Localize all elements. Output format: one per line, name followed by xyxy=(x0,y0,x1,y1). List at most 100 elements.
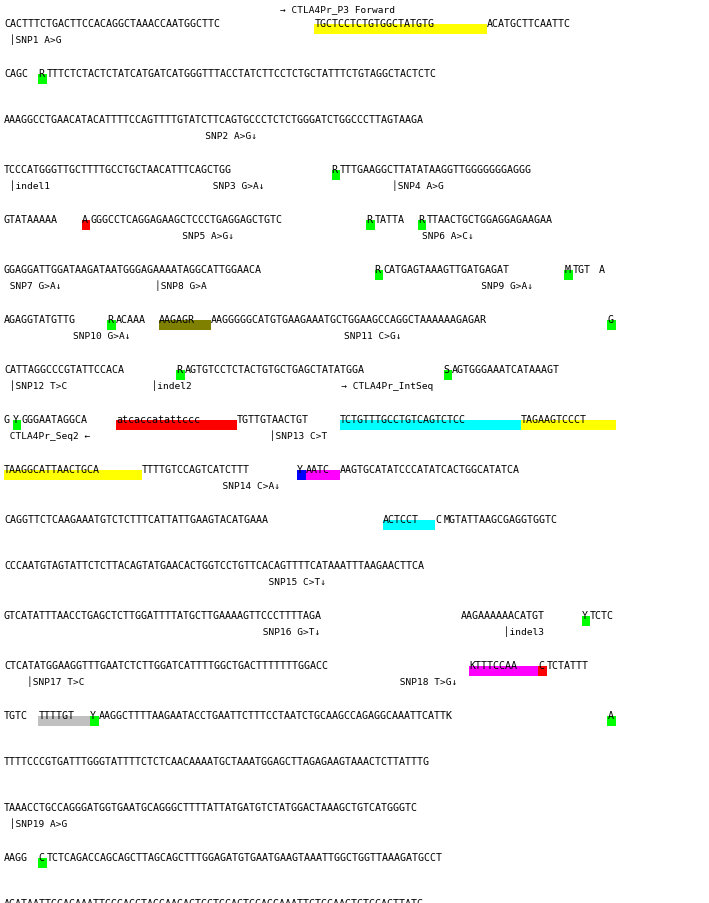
Text: AAGTGCATATCCCATATCACTGGCATATCA: AAGTGCATATCCCATATCACTGGCATATCA xyxy=(340,464,520,474)
Text: TGCTCCTCTGTGGCTATGTG: TGCTCCTCTGTGGCTATGTG xyxy=(314,19,435,29)
Text: A: A xyxy=(608,711,613,721)
Text: TCTGTTTGCCTGTCAGTCTCC: TCTGTTTGCCTGTCAGTCTCC xyxy=(340,414,467,424)
Text: SNP14 C>A↓: SNP14 C>A↓ xyxy=(4,481,280,490)
Text: R: R xyxy=(38,69,45,79)
Bar xyxy=(384,520,435,530)
Bar xyxy=(90,716,99,726)
Bar xyxy=(306,470,340,480)
Text: CTCATATGGAAGGTTTGAATCTCTTGGATCATTTTGGCTGACTTTTTTTGGACC: CTCATATGGAAGGTTTGAATCTCTTGGATCATTTTGGCTG… xyxy=(4,660,328,670)
Text: │SNP12 T>C: │SNP12 T>C xyxy=(4,380,67,391)
Text: KTTTCCAA: KTTTCCAA xyxy=(469,660,518,670)
Text: AGTGGGAAATCATAAAGT: AGTGGGAAATCATAAAGT xyxy=(452,365,560,375)
Text: TGTTGTAACTGT: TGTTGTAACTGT xyxy=(237,414,308,424)
Text: GGGAATAGGCA: GGGAATAGGCA xyxy=(21,414,87,424)
Text: │SNP19 A>G: │SNP19 A>G xyxy=(4,817,67,828)
Text: │SNP17 T>C: │SNP17 T>C xyxy=(4,675,84,686)
Bar xyxy=(82,220,90,230)
Text: R: R xyxy=(108,314,113,325)
Text: TATTA: TATTA xyxy=(374,215,405,225)
Text: TGTC: TGTC xyxy=(4,711,28,721)
Text: CACTTTCTGACTTCCACAGGCTAAACCAATGGCTTC: CACTTTCTGACTTCCACAGGCTAAACCAATGGCTTC xyxy=(4,19,220,29)
Text: G: G xyxy=(608,314,613,325)
Text: AGAGGTATGTTG: AGAGGTATGTTG xyxy=(4,314,76,325)
Text: R: R xyxy=(177,365,182,375)
Text: A: A xyxy=(599,265,605,275)
Bar xyxy=(332,171,340,181)
Bar xyxy=(297,470,306,480)
Text: AAGGGGGCATGTGAAGAAATGCTGGAAGCCAGGCTAAAAAAGAGAR: AAGGGGGCATGTGAAGAAATGCTGGAAGCCAGGCTAAAAA… xyxy=(211,314,487,325)
Bar xyxy=(521,420,616,431)
Text: SNP6 A>C↓: SNP6 A>C↓ xyxy=(330,232,474,241)
Text: atcaccatattccc: atcaccatattccc xyxy=(116,414,200,424)
Text: M: M xyxy=(564,265,570,275)
Bar xyxy=(159,321,211,330)
Bar xyxy=(581,616,590,626)
Text: TCTC: TCTC xyxy=(590,610,614,620)
Bar xyxy=(340,420,521,431)
Text: SNP5 A>G↓: SNP5 A>G↓ xyxy=(4,232,234,241)
Text: AAGGCTTTTAAGAATACCTGAATTCTTTCCTAATCTGCAAGCCAGAGGCAAATTCATTK: AAGGCTTTTAAGAATACCTGAATTCTTTCCTAATCTGCAA… xyxy=(99,711,453,721)
Bar xyxy=(366,220,374,230)
Text: GTCATATTTAACCTGAGCTCTTGGATTTTATGCTTGAAAAGTTCCCTTTTAGA: GTCATATTTAACCTGAGCTCTTGGATTTTATGCTTGAAAA… xyxy=(4,610,322,620)
Text: AAAGGCCTGAACATACATTTTCCAGTTTTGTATCTTCAGTGCCCTCTCTGGGATCTGGCCCTTAGTAAGA: AAAGGCCTGAACATACATTTTCCAGTTTTGTATCTTCAGT… xyxy=(4,115,424,125)
Text: │SNP13 C>T: │SNP13 C>T xyxy=(126,430,328,441)
Bar xyxy=(38,858,47,868)
Text: TCCCATGGGTTGCTTTTGCCTGCTAACATTTCAGCTGG: TCCCATGGGTTGCTTTTGCCTGCTAACATTTCAGCTGG xyxy=(4,165,232,175)
Bar xyxy=(177,370,185,380)
Text: TTTCTCTACTCTATCATGATCATGGGTTTACCTATCTTCCTCTGCTATTTCTGTAGGCTACTCTC: TTTCTCTACTCTATCATGATCATGGGTTTACCTATCTTCC… xyxy=(47,69,437,79)
Text: GGGCCTCAGGAGAAGCTCCCTGAGGAGCTGTC: GGGCCTCAGGAGAAGCTCCCTGAGGAGCTGTC xyxy=(90,215,282,225)
Text: SNP10 G>A↓: SNP10 G>A↓ xyxy=(4,331,130,340)
Text: TTAACTGCTGGAGGAGAAGAA: TTAACTGCTGGAGGAGAAGAA xyxy=(426,215,552,225)
Text: │SNP8 G>A: │SNP8 G>A xyxy=(86,280,206,291)
Text: A: A xyxy=(82,215,88,225)
Text: TTTTCCCGTGATTTGGGTATTTTCTCTCAACAAAATGCTAAATGGAGCTTAGAGAAGTAAACTCTTATTTG: TTTTCCCGTGATTTGGGTATTTTCTCTCAACAAAATGCTA… xyxy=(4,756,430,766)
Text: TAGAAGTCCCT: TAGAAGTCCCT xyxy=(521,414,587,424)
Text: Y: Y xyxy=(13,414,18,424)
Text: Y: Y xyxy=(581,610,588,620)
Text: SNP15 C>T↓: SNP15 C>T↓ xyxy=(4,577,326,586)
Text: AAGAAAAAACATGT: AAGAAAAAACATGT xyxy=(461,610,545,620)
Bar xyxy=(564,271,573,281)
Text: C: C xyxy=(538,660,545,670)
Text: TTTTGT: TTTTGT xyxy=(38,711,74,721)
Text: GTATAAAAA: GTATAAAAA xyxy=(4,215,58,225)
Text: │SNP4 A>G: │SNP4 A>G xyxy=(346,180,444,191)
Bar xyxy=(418,220,426,230)
Text: TCTCAGACCAGCAGCTTAGCAGCTTTGGAGATGTGAATGAAGTAAATTGGCTGGTTAAAGATGCCT: TCTCAGACCAGCAGCTTAGCAGCTTTGGAGATGTGAATGA… xyxy=(47,852,443,862)
Text: G: G xyxy=(4,414,10,424)
Text: TTTGAAGGCTTATATAAGGTTGGGGGGGAGGG: TTTGAAGGCTTATATAAGGTTGGGGGGGAGGG xyxy=(340,165,532,175)
Text: TAAGGCATTAACTGCA: TAAGGCATTAACTGCA xyxy=(4,464,100,474)
Text: AAGG: AAGG xyxy=(4,852,28,862)
Text: MGTATTAAGCGAGGTGGTC: MGTATTAAGCGAGGTGGTC xyxy=(444,515,557,525)
Bar xyxy=(444,370,452,380)
Text: │indel3: │indel3 xyxy=(452,626,545,637)
Text: CATGAGTAAAGTTGATGAGAT: CATGAGTAAAGTTGATGAGAT xyxy=(384,265,509,275)
Text: SNP3 G>A↓: SNP3 G>A↓ xyxy=(69,182,264,191)
Text: AAGAGR: AAGAGR xyxy=(159,314,195,325)
Bar xyxy=(4,470,142,480)
Text: C: C xyxy=(38,852,45,862)
Text: │SNP1 A>G: │SNP1 A>G xyxy=(4,34,62,45)
Bar xyxy=(38,75,47,85)
Text: R: R xyxy=(332,165,337,175)
Text: CCCAATGTAGTATTCTCTTACAGTATGAACACTGGTCCTGTTCACAGTTTTCATAAATTTAAGAACTTCA: CCCAATGTAGTATTCTCTTACAGTATGAACACTGGTCCTG… xyxy=(4,561,424,571)
Text: SNP16 G>T↓: SNP16 G>T↓ xyxy=(4,628,320,637)
Text: ACAAA: ACAAA xyxy=(116,314,146,325)
Text: CAGGTTCTCAAGAAATGTCTCTTTCATTATTGAAGTACATGAAA: CAGGTTCTCAAGAAATGTCTCTTTCATTATTGAAGTACAT… xyxy=(4,515,268,525)
Text: ACTCCT: ACTCCT xyxy=(384,515,419,525)
Text: TAAACCTGCCAGGGATGGTGAATGCAGGGCTTTTATTATGATGTCTATGGACTAAAGCTGTCATGGGTC: TAAACCTGCCAGGGATGGTGAATGCAGGGCTTTTATTATG… xyxy=(4,802,418,812)
Text: TTTTGTCCAGTCATCTTT: TTTTGTCCAGTCATCTTT xyxy=(142,464,250,474)
Text: │indel2: │indel2 xyxy=(94,380,191,391)
Text: TCTATTT: TCTATTT xyxy=(547,660,589,670)
Text: C: C xyxy=(435,515,441,525)
Bar xyxy=(469,666,538,676)
Text: SNP11 C>G↓: SNP11 C>G↓ xyxy=(184,331,402,340)
Text: CTLA4Pr_Seq2 ←: CTLA4Pr_Seq2 ← xyxy=(4,432,90,441)
Text: → CTLA4Pr_P3 Forward: → CTLA4Pr_P3 Forward xyxy=(4,5,395,14)
Text: SNP2 A>G↓: SNP2 A>G↓ xyxy=(4,132,257,141)
Text: SNP9 G>A↓: SNP9 G>A↓ xyxy=(257,282,532,291)
Bar xyxy=(38,716,90,726)
Text: R: R xyxy=(366,215,372,225)
Text: Y: Y xyxy=(297,464,303,474)
Text: SNP18 T>G↓: SNP18 T>G↓ xyxy=(118,677,457,686)
